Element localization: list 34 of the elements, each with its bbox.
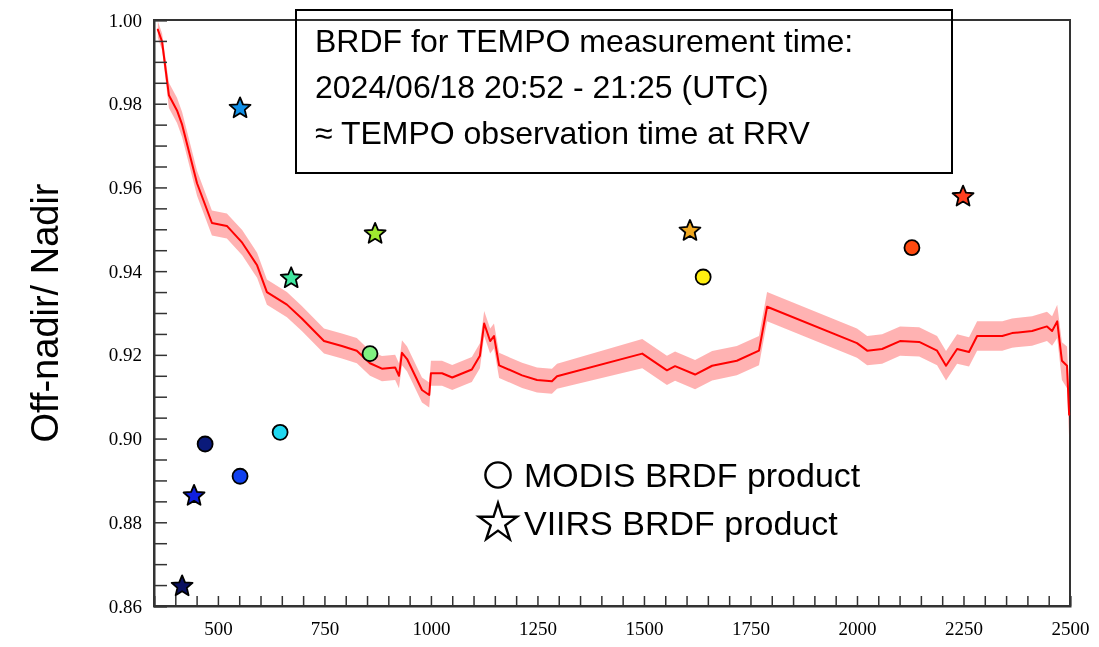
- y-tick-label: 0.94: [108, 260, 143, 282]
- x-tick-label: 2000: [838, 618, 877, 640]
- point: [951, 184, 975, 207]
- x-tick-label: 1000: [412, 618, 451, 640]
- y-tick-label: 0.92: [108, 344, 142, 366]
- x-tick-label: 1750: [731, 618, 770, 640]
- x-tick-label: 1500: [625, 618, 664, 640]
- point: [271, 423, 289, 441]
- y-tick-label: 0.98: [108, 93, 142, 115]
- point: [361, 345, 379, 362]
- point: [678, 219, 702, 241]
- point: [231, 467, 249, 485]
- point: [228, 96, 252, 119]
- point: [182, 484, 206, 506]
- point: [196, 435, 214, 453]
- y-tick-label: 0.86: [108, 595, 142, 617]
- point: [279, 266, 303, 289]
- point: [694, 268, 712, 286]
- y-tick-label: 0.88: [108, 511, 142, 533]
- point: [363, 221, 387, 244]
- x-tick-label: 1250: [518, 618, 557, 640]
- y-tick-label: 0.96: [108, 177, 142, 199]
- point: [170, 574, 194, 597]
- x-tick-label: 500: [204, 618, 233, 640]
- x-tick-label: 2500: [1051, 618, 1090, 640]
- annotation: BRDF for TEMPO measurement time: 2024/06/18 20:52 - 21:25 (UTC) ≈ TEMPO observation time at RRV: [315, 23, 854, 151]
- y-tick-label: 0.90: [108, 428, 142, 450]
- y-axis-title: Off-nadir/ Nadir: [24, 183, 66, 443]
- point: [903, 239, 921, 257]
- y-tick-label: 1.00: [108, 9, 142, 31]
- legend-label: MODIS BRDF product: [524, 456, 861, 494]
- legend-label: VIIRS BRDF product: [524, 504, 839, 542]
- x-tick-label: 750: [310, 618, 340, 640]
- x-tick-label: 2250: [944, 618, 983, 640]
